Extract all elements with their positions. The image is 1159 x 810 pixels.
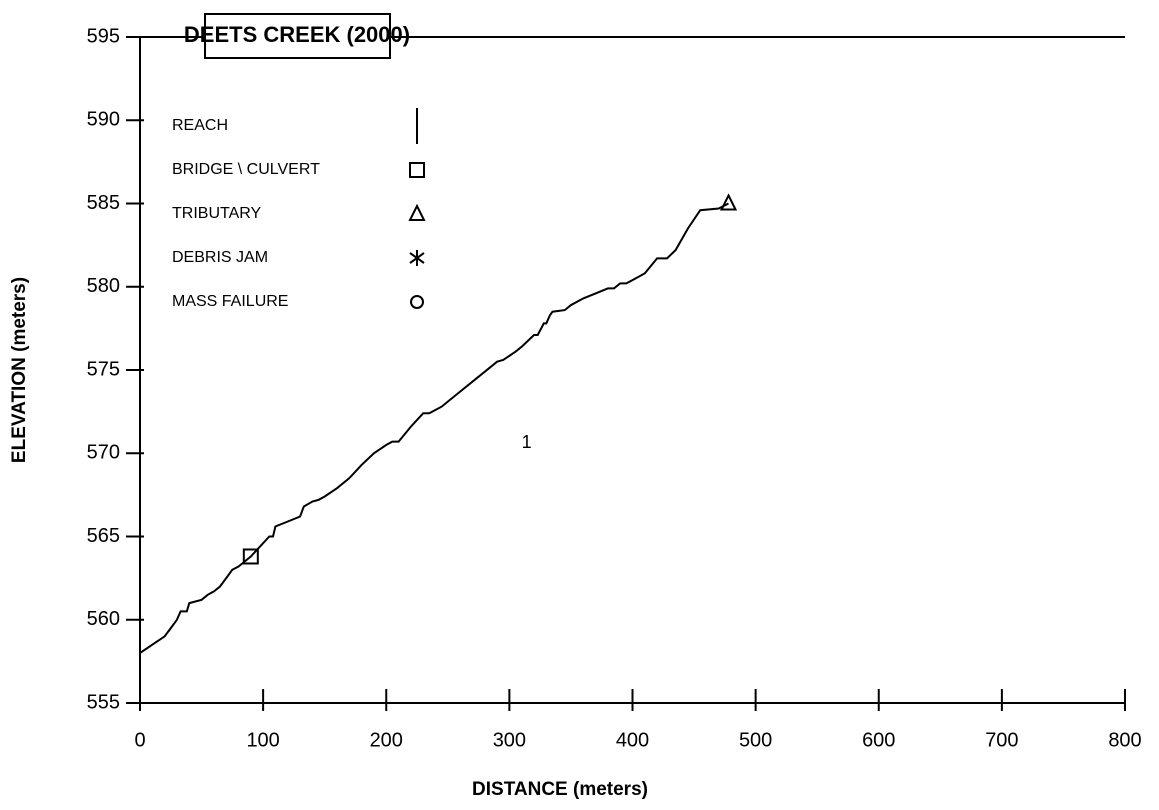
feature-marker [242,548,259,565]
legend-label: TRIBUTARY [172,205,262,222]
legend-symbol [408,203,426,221]
y-axis-label: ELEVATION (meters) [9,277,30,463]
y-tick-label: 560 [87,608,120,630]
x-tick-label: 700 [985,729,1018,751]
legend-symbol [410,295,424,309]
profile-line [139,202,729,654]
y-tick-label: 555 [87,691,120,713]
x-tick-label: 100 [246,729,279,751]
y-tick-label: 565 [87,525,120,547]
x-tick-label: 0 [134,729,145,751]
feature-marker [719,193,738,211]
chart-title: DEETS CREEK (2000) [184,22,410,47]
x-tick-label: 800 [1108,729,1141,751]
y-tick-label: 590 [87,109,120,131]
legend-label: MASS FAILURE [172,293,288,310]
x-tick-label: 200 [370,729,403,751]
legend-symbol [409,250,425,266]
y-tick-label: 595 [87,25,120,47]
legend-symbol [409,162,425,178]
legend-label: BRIDGE \ CULVERT [172,161,320,178]
y-tick-label: 575 [87,358,120,380]
y-tick-label: 585 [87,192,120,214]
x-tick-label: 300 [493,729,526,751]
reach-label: 1 [522,432,532,452]
x-tick-label: 400 [616,729,649,751]
x-tick-label: 600 [862,729,895,751]
x-axis-label: DISTANCE (meters) [472,779,648,800]
legend-label: DEBRIS JAM [172,249,268,266]
x-tick-label: 500 [739,729,772,751]
y-tick-label: 580 [87,275,120,297]
y-tick-label: 570 [87,442,120,464]
legend-label: REACH [172,117,228,134]
